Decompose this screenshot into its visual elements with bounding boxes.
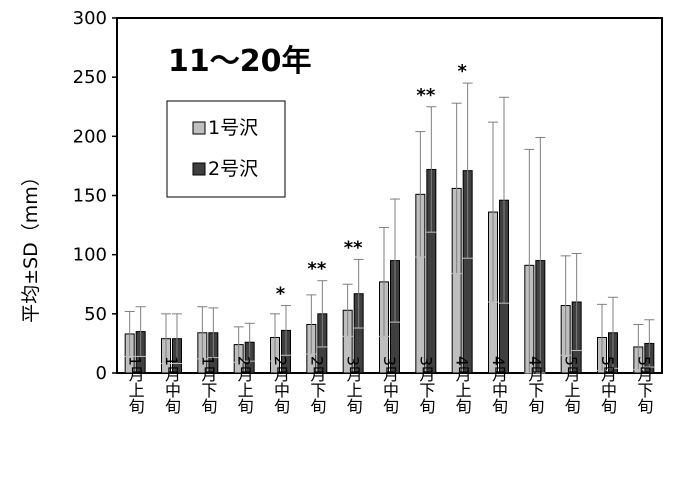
significance-marker: **: [344, 237, 363, 258]
x-tick-label: 2月下旬: [307, 356, 326, 415]
y-tick-label: 100: [73, 245, 107, 266]
x-tick-label: 1月下旬: [198, 356, 217, 415]
x-tick-label: 2月上旬: [235, 356, 254, 415]
x-tick-label: 3月中旬: [380, 356, 399, 415]
x-tick-label: 4月下旬: [525, 356, 544, 415]
legend-label-series-1: 1号沢: [208, 117, 258, 139]
y-axis: 0 50 100 150 200 250 300: [73, 8, 117, 384]
x-tick-label: 2月中旬: [271, 356, 290, 415]
x-tick-label: 1月中旬: [162, 356, 181, 415]
bars: [124, 82, 655, 374]
y-tick-label: 50: [84, 304, 107, 325]
legend-swatch-series-2: [192, 162, 206, 176]
legend-label-series-2: 2号沢: [208, 158, 258, 180]
chart-title: 11〜20年: [168, 44, 312, 79]
x-tick-label: 5月上旬: [562, 356, 581, 415]
significance-marker: **: [416, 85, 435, 106]
significance-marker: *: [457, 61, 467, 82]
annotations: ********: [276, 61, 468, 304]
y-tick-label: 250: [73, 67, 107, 88]
chart-title-group: 11〜20年: [150, 36, 346, 80]
significance-marker: *: [276, 284, 286, 305]
x-tick-label: 3月下旬: [416, 356, 435, 415]
x-tick-label: 4月上旬: [453, 356, 472, 415]
x-tick-label: 5月下旬: [634, 356, 653, 415]
y-tick-label: 200: [73, 126, 107, 147]
y-tick-label: 0: [96, 363, 107, 384]
x-tick-label: 5月中旬: [598, 356, 617, 415]
y-axis-label: 平均±SD（mm）: [20, 167, 42, 323]
legend: 1号沢 2号沢: [166, 100, 286, 198]
significance-marker: **: [307, 259, 326, 280]
x-tick-label: 3月上旬: [344, 356, 363, 415]
x-axis: 1月上旬 1月中旬 1月下旬 2月上旬 2月中旬 2月下旬 3月上旬 3月中旬 3月下旬 4月上旬…: [126, 356, 654, 415]
y-tick-label: 300: [73, 8, 107, 29]
x-tick-label: 4月中旬: [489, 356, 508, 415]
legend-swatch-series-1: [192, 121, 206, 135]
y-tick-label: 150: [73, 186, 107, 207]
x-tick-label: 1月上旬: [126, 356, 145, 415]
